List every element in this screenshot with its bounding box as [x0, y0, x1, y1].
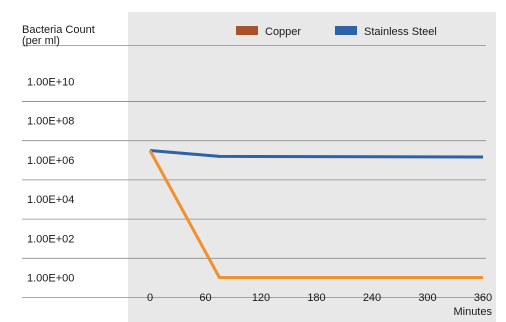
legend-swatch-copper [236, 26, 258, 35]
x-axis-label: Minutes [453, 306, 492, 318]
y-tick-label: 1.00E+06 [27, 155, 74, 167]
x-tick-label: 300 [418, 292, 436, 304]
series-line-copper [148, 149, 483, 279]
series-lines [148, 149, 484, 279]
legend-label-copper: Copper [265, 26, 301, 38]
y-axis-label-line1: Bacteria Count [22, 24, 95, 36]
y-axis-label-line2: (per ml) [22, 35, 60, 47]
x-axis-ticks: 0 60 120 180 240 300 360 [147, 292, 492, 304]
legend: Copper Stainless Steel [236, 26, 437, 38]
y-tick-label: 1.00E+08 [27, 116, 74, 128]
y-tick-label: 1.00E+00 [27, 273, 74, 285]
x-tick-label: 0 [147, 292, 153, 304]
x-tick-label: 240 [363, 292, 381, 304]
x-tick-label: 120 [252, 292, 270, 304]
plot-background [128, 12, 496, 322]
legend-swatch-stainless-steel [335, 26, 357, 35]
legend-label-stainless-steel: Stainless Steel [364, 26, 437, 38]
grid-lines [22, 45, 486, 298]
x-tick-label: 360 [474, 292, 492, 304]
series-line-stainless-steel [149, 149, 484, 159]
y-tick-label: 1.00E+02 [27, 233, 74, 245]
x-tick-label: 180 [307, 292, 325, 304]
y-tick-label: 1.00E+10 [27, 77, 74, 89]
y-tick-label: 1.00E+04 [27, 194, 74, 206]
y-axis-ticks: 1.00E+10 1.00E+08 1.00E+06 1.00E+04 1.00E+02… [27, 77, 74, 285]
x-tick-label: 60 [199, 292, 211, 304]
